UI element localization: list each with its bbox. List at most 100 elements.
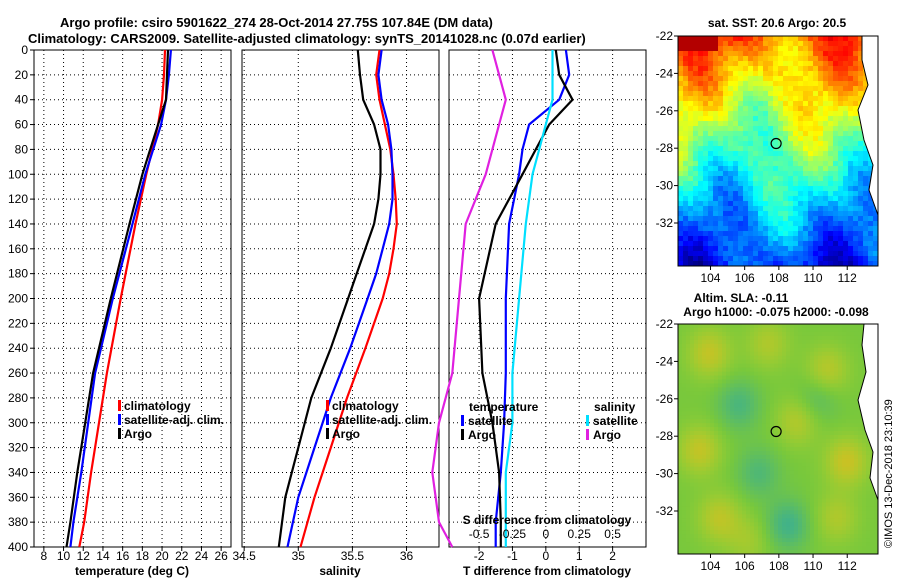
sla-cell: [818, 466, 823, 472]
sla-cell: [818, 343, 823, 349]
sla-cell: [742, 526, 747, 531]
sst-cell: [713, 206, 719, 212]
sla-cell: [810, 415, 815, 420]
sla-cell: [822, 494, 827, 499]
sst-cell: [728, 251, 734, 257]
sst-cell: [843, 151, 849, 157]
sla-cell: [698, 442, 703, 448]
sst-cell: [688, 141, 694, 147]
sla-cell: [714, 335, 719, 341]
sst-cell: [798, 101, 804, 107]
sla-cell: [798, 518, 803, 523]
sla-cell: [810, 470, 815, 476]
sst-cell: [843, 76, 849, 82]
sla-cell: [746, 407, 751, 412]
sla-cell: [826, 498, 831, 503]
sst-cell: [853, 51, 859, 57]
sst-cell: [793, 211, 799, 217]
sla-cell: [814, 450, 819, 456]
sla-cell: [794, 324, 799, 329]
sla-cell: [846, 538, 851, 543]
sla-cell: [726, 387, 731, 392]
sst-cell: [748, 36, 754, 42]
sst-cell: [858, 136, 864, 142]
sla-cell: [862, 534, 867, 539]
sla-cell: [714, 470, 719, 476]
sla-cell: [742, 478, 747, 484]
sst-cell: [733, 246, 739, 252]
sla-cell: [702, 375, 707, 380]
sst-cell: [688, 221, 694, 227]
sst-cell: [698, 36, 704, 42]
sla-cell: [802, 482, 807, 487]
sla-cell: [790, 324, 795, 329]
sst-cell: [833, 91, 839, 97]
sla-cell: [858, 442, 863, 448]
sst-cell: [783, 141, 789, 147]
sla-cell: [686, 339, 691, 345]
sla-cell: [810, 383, 815, 388]
sla-cell: [734, 462, 739, 468]
sla-cell: [690, 534, 695, 539]
sst-cell: [843, 156, 849, 162]
sla-cell: [798, 399, 803, 404]
sla-cell: [686, 510, 691, 515]
sla-cell: [810, 359, 815, 365]
sla-cell: [838, 546, 843, 551]
sst-cell: [713, 201, 719, 207]
sst-cell: [773, 191, 779, 197]
y-tick-label: 380: [8, 515, 28, 529]
sla-cell: [694, 502, 699, 507]
sla-cell: [858, 331, 863, 337]
sla-cell: [802, 506, 807, 511]
sla-cell: [790, 490, 795, 495]
sla-cell: [798, 363, 803, 369]
sst-cell: [773, 91, 779, 97]
sla-cell: [774, 522, 779, 527]
sla-cell: [722, 502, 727, 507]
sla-cell: [806, 339, 811, 345]
sst-cell: [818, 196, 824, 202]
sst-cell: [703, 121, 709, 127]
sla-cell: [690, 435, 695, 440]
sst-cell: [838, 241, 844, 247]
sla-cell: [814, 506, 819, 511]
sst-cell: [833, 166, 839, 172]
sla-cell: [770, 395, 775, 400]
sst-cell: [808, 211, 814, 217]
sst-cell: [783, 246, 789, 252]
sla-cell: [710, 446, 715, 452]
sst-cell: [743, 171, 749, 177]
y-tick-label: 100: [8, 167, 28, 181]
sla-cell: [786, 518, 791, 523]
sst-cell: [758, 151, 764, 157]
sst-cell: [838, 226, 844, 232]
sst-cell: [788, 101, 794, 107]
legend-label: satellite: [468, 414, 513, 428]
sla-cell: [702, 419, 707, 424]
sla-cell: [730, 339, 735, 345]
sst-cell: [748, 51, 754, 57]
sla-cell: [830, 431, 835, 436]
sla-cell: [842, 522, 847, 527]
sla-cell: [862, 486, 867, 491]
sst-cell: [753, 56, 759, 62]
sst-cell: [698, 96, 704, 102]
sst-cell: [758, 206, 764, 212]
sla-cell: [846, 470, 851, 476]
sla-cell: [698, 355, 703, 361]
sst-cell: [818, 101, 824, 107]
sst-cell: [773, 241, 779, 247]
sst-cell: [723, 226, 729, 232]
sla-cell: [818, 526, 823, 531]
sla-cell: [710, 506, 715, 511]
sst-cell: [763, 141, 769, 147]
sla-cell: [802, 343, 807, 349]
sst-cell: [713, 176, 719, 182]
sla-cell: [810, 534, 815, 539]
sst-cell: [683, 256, 689, 262]
sla-cell: [722, 351, 727, 357]
sla-cell: [678, 446, 683, 452]
sst-cell: [743, 211, 749, 217]
sla-cell: [730, 423, 735, 428]
